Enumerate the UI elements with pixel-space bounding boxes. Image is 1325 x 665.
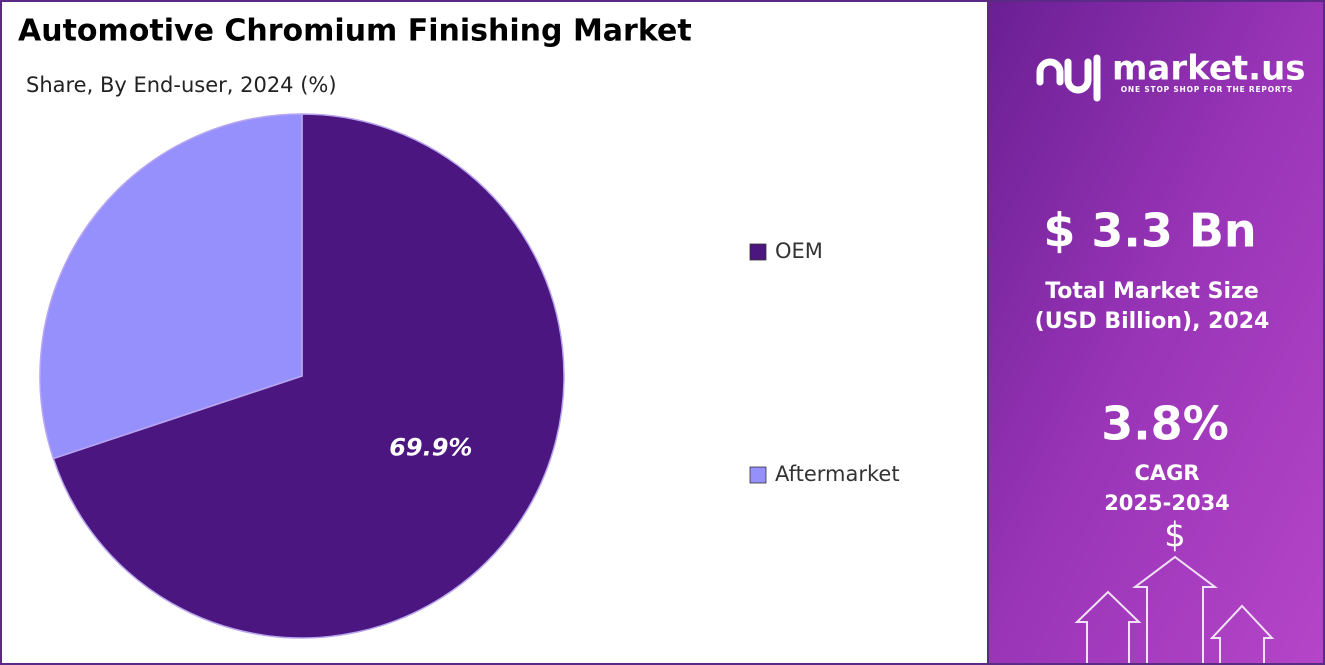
market-size: $ 3.3 Bn xyxy=(1043,204,1256,258)
legend-label: OEM xyxy=(775,239,823,263)
side-panel xyxy=(988,2,1323,663)
cagr-value: 3.8% xyxy=(1101,397,1229,451)
legend-label: Aftermarket xyxy=(775,462,900,486)
chart-subtitle: Share, By End-user, 2024 (%) xyxy=(26,73,337,97)
cagr-period: 2025-2034 xyxy=(1104,491,1230,515)
cagr-label: CAGR xyxy=(1134,461,1199,485)
brand-tagline: ONE STOP SHOP FOR THE REPORTS xyxy=(1121,85,1294,94)
legend-swatch xyxy=(749,243,767,261)
dollar-icon: $ xyxy=(1164,516,1186,556)
brand-name: market.us xyxy=(1112,49,1306,89)
pie-slice xyxy=(39,113,303,460)
chart-title: Automotive Chromium Finishing Market xyxy=(18,14,692,49)
market-size-label-box: Total Market Size (USD Billion), 2024 xyxy=(1034,279,1270,334)
brand-logo xyxy=(1036,54,1101,102)
value-label: 69.9% xyxy=(389,433,472,461)
arrows-decoration xyxy=(1074,555,1275,663)
pie-slice xyxy=(52,113,565,639)
market-size-label: Total Market Size (USD Billion), 2024 xyxy=(1034,279,1270,334)
legend-swatch xyxy=(749,466,767,484)
